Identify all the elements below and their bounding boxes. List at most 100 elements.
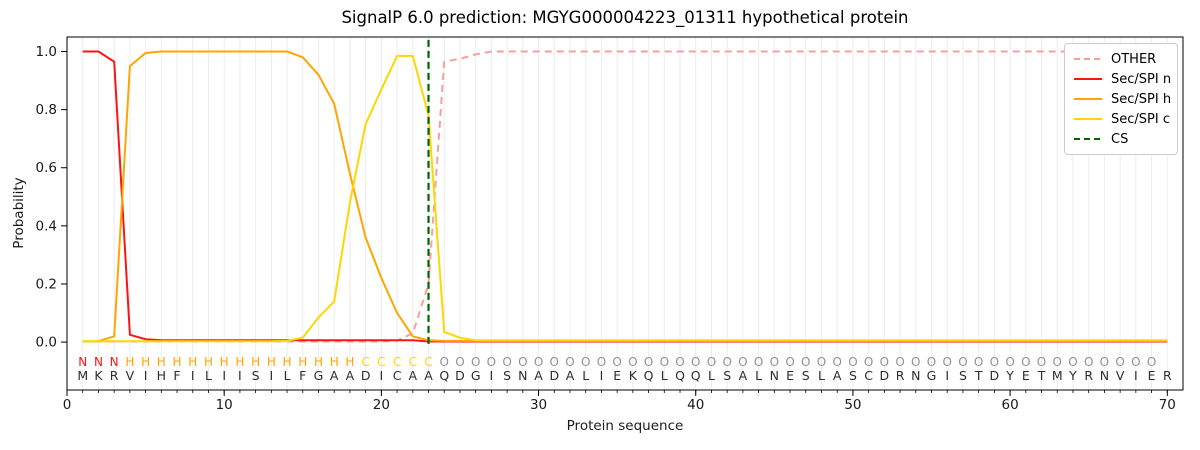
residue-letter: V: [126, 368, 135, 383]
residue-letter: A: [424, 368, 433, 383]
x-tick-label: 10: [216, 397, 233, 413]
residue-letter: N: [911, 368, 920, 383]
region-letter: O: [958, 355, 967, 369]
legend-line-sample-other: [1074, 57, 1102, 61]
residue-letter: L: [755, 368, 762, 383]
residue-letter: A: [833, 368, 842, 383]
region-letter: O: [644, 355, 653, 369]
region-letter: O: [785, 355, 794, 369]
residue-letter: D: [880, 368, 890, 383]
region-letter: O: [848, 355, 857, 369]
region-letter: O: [895, 355, 904, 369]
x-tick-label: 50: [844, 397, 861, 413]
legend-item-cs: CS: [1074, 132, 1168, 147]
legend-label-sec-spi-h: Sec/SPI h: [1111, 91, 1172, 107]
residue-letter: A: [739, 368, 748, 383]
x-tick-label: 60: [1002, 397, 1019, 413]
residue-letter: S: [252, 368, 260, 383]
region-letter: O: [534, 355, 543, 369]
residue-letter: L: [661, 368, 668, 383]
region-letter: O: [1005, 355, 1014, 369]
legend-label-sec-spi-c: Sec/SPI c: [1111, 111, 1170, 127]
residue-letter: Q: [691, 368, 701, 383]
residue-letter: N: [518, 368, 527, 383]
residue-letter: S: [849, 368, 857, 383]
y-tick-label: 1.0: [36, 44, 57, 60]
region-letter: O: [942, 355, 951, 369]
region-letter: O: [1084, 355, 1093, 369]
legend-line-sample-sec-spi-c: [1074, 117, 1102, 121]
series-line-n: [82, 50, 1168, 343]
residue-letter: E: [1148, 368, 1156, 383]
region-letter: O: [612, 355, 621, 369]
y-tick-label: 0.8: [36, 102, 57, 118]
residue-letter: Y: [1005, 368, 1014, 383]
residue-letter: C: [864, 368, 873, 383]
region-letter: O: [471, 355, 480, 369]
residue-letter: S: [802, 368, 810, 383]
region-letter: C: [377, 355, 385, 369]
region-letter: O: [832, 355, 841, 369]
residue-letter: A: [409, 368, 418, 383]
residue-letter: E: [786, 368, 794, 383]
residue-letter: I: [490, 368, 494, 383]
residue-letter: V: [1116, 368, 1125, 383]
residue-letter: I: [144, 368, 148, 383]
x-tick-label: 0: [63, 397, 72, 413]
region-letter: H: [267, 355, 276, 369]
residue-letter: L: [708, 368, 715, 383]
region-letter: H: [251, 355, 260, 369]
x-tick-label: 40: [687, 397, 704, 413]
residue-letter: D: [455, 368, 465, 383]
region-letter: O: [550, 355, 559, 369]
residue-letter: D: [361, 368, 371, 383]
region-letter: N: [110, 355, 119, 369]
residue-letter: D: [549, 368, 559, 383]
residue-letter: I: [269, 368, 273, 383]
residue-letter: N: [770, 368, 779, 383]
legend-item-sec-spi-c: Sec/SPI c: [1074, 111, 1170, 127]
region-letter: O: [738, 355, 747, 369]
region-letter: O: [911, 355, 920, 369]
region-letter: H: [141, 355, 150, 369]
region-letter: O: [1100, 355, 1109, 369]
chart-title: SignalP 6.0 prediction: MGYG000004223_01…: [341, 8, 909, 27]
legend-line-sample-sec-spi-h: [1074, 97, 1102, 101]
residue-letter: G: [314, 368, 324, 383]
residue-letter: S: [723, 368, 731, 383]
region-letter: O: [455, 355, 464, 369]
residue-letter: I: [600, 368, 604, 383]
region-letter: H: [314, 355, 323, 369]
region-letter: H: [283, 355, 292, 369]
region-letter: O: [1037, 355, 1046, 369]
region-letter: H: [235, 355, 244, 369]
region-letter: H: [125, 355, 134, 369]
residue-letter: D: [990, 368, 1000, 383]
region-letter: O: [691, 355, 700, 369]
region-letter: H: [188, 355, 197, 369]
region-letter: O: [660, 355, 669, 369]
region-letter: C: [361, 355, 369, 369]
residue-letter: N: [1100, 368, 1109, 383]
region-letter: H: [157, 355, 166, 369]
residue-letter: R: [110, 368, 119, 383]
region-letter: O: [864, 355, 873, 369]
residue-letter: Y: [1068, 368, 1077, 383]
region-letter: O: [518, 355, 527, 369]
residue-letter: H: [157, 368, 166, 383]
region-letter: H: [345, 355, 354, 369]
residue-letter: A: [566, 368, 575, 383]
legend-item-sec-spi-h: Sec/SPI h: [1074, 91, 1172, 107]
y-axis-label: Probability: [11, 177, 27, 249]
region-letter: N: [78, 355, 87, 369]
y-tick-label: 0.4: [36, 218, 57, 234]
legend-label-other: OTHER: [1111, 51, 1157, 67]
residue-letter: R: [1163, 368, 1172, 383]
region-letter: O: [754, 355, 763, 369]
residue-letter: K: [629, 368, 638, 383]
plot-border: [66, 36, 1184, 391]
region-letter: O: [722, 355, 731, 369]
legend-line-sample-cs: [1074, 137, 1102, 141]
region-letter: O: [974, 355, 983, 369]
